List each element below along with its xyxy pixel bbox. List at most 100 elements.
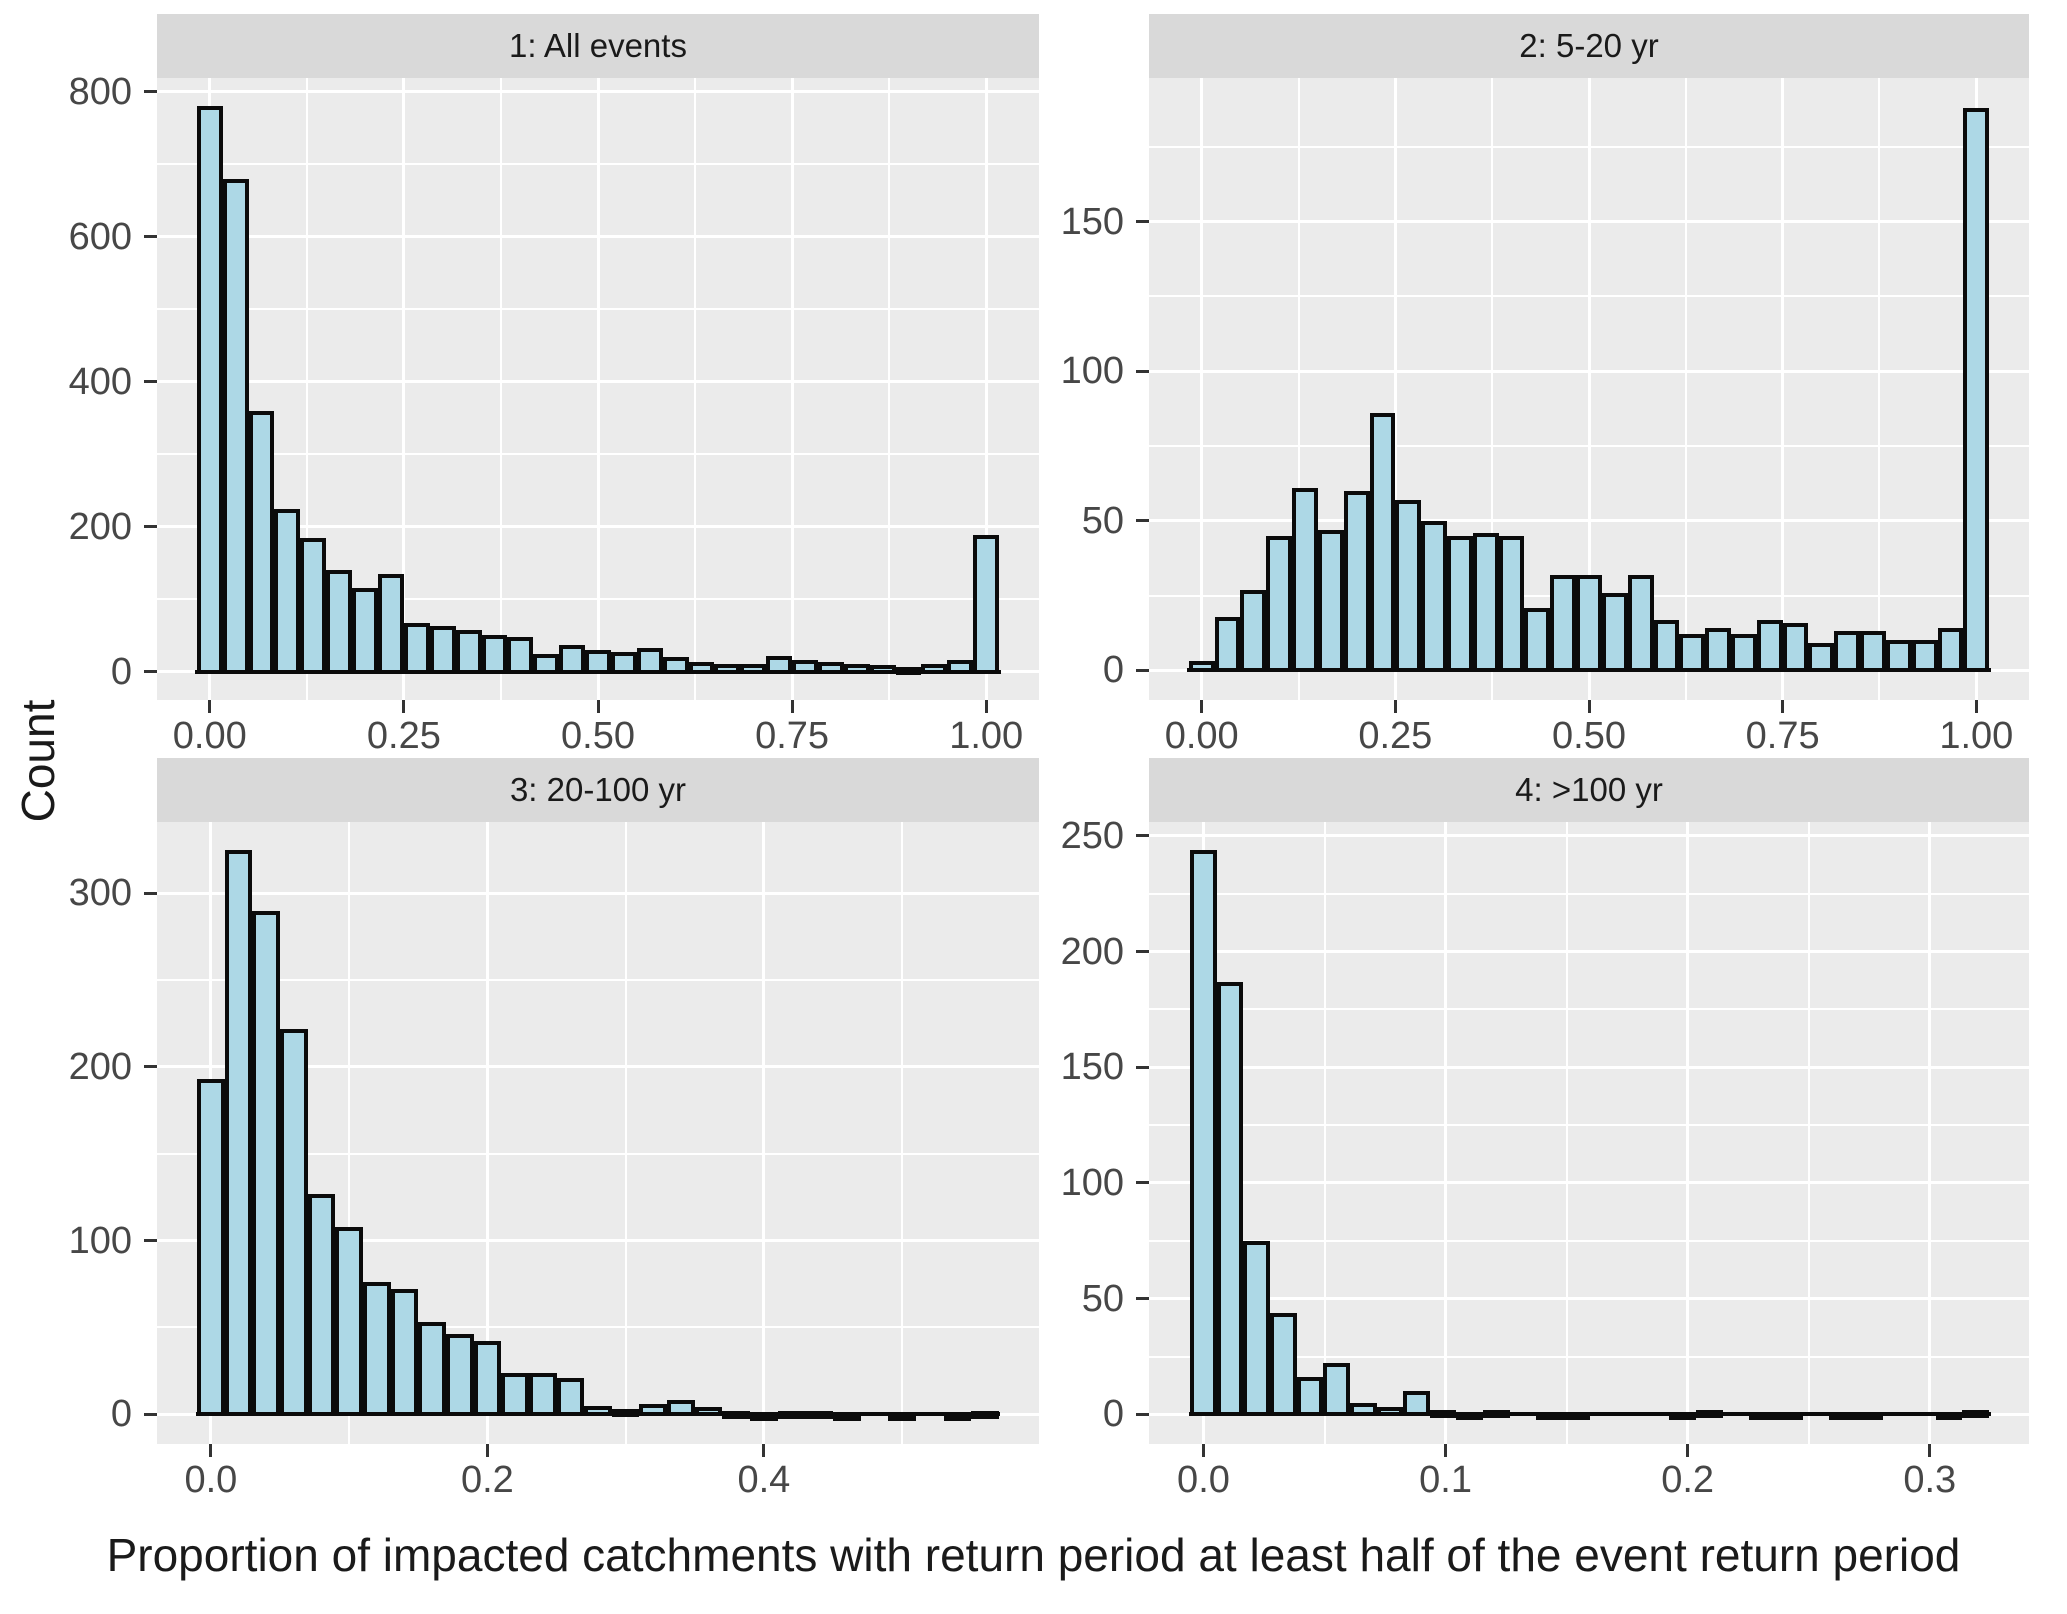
histogram-bar bbox=[1343, 490, 1370, 673]
histogram-bar bbox=[1935, 1412, 1963, 1421]
gridline-major-horizontal bbox=[1149, 1065, 2029, 1069]
x-tick-mark bbox=[762, 1444, 766, 1457]
histogram-bar bbox=[895, 666, 922, 675]
y-tick-mark bbox=[1136, 1412, 1149, 1416]
histogram-bar bbox=[714, 663, 741, 674]
histogram-bar bbox=[1369, 413, 1396, 673]
histogram-bar bbox=[662, 656, 689, 674]
x-tick-label: 0.75 bbox=[1745, 715, 1820, 757]
y-tick-mark bbox=[144, 525, 157, 529]
histogram-bar bbox=[507, 636, 534, 674]
facet-strip: 2: 5-20 yr bbox=[1149, 14, 2029, 78]
histogram-bar bbox=[445, 1334, 474, 1417]
histogram-bar bbox=[197, 1079, 225, 1417]
histogram-bar bbox=[943, 1412, 972, 1421]
y-tick-label: 200 bbox=[1060, 930, 1124, 973]
histogram-bar bbox=[1403, 1391, 1430, 1417]
histogram-bar bbox=[1829, 1412, 1856, 1421]
histogram-bar bbox=[1292, 487, 1318, 673]
gridline-minor-horizontal bbox=[157, 1152, 1039, 1155]
histogram-bar bbox=[636, 647, 663, 674]
histogram-bar bbox=[528, 1372, 557, 1417]
histogram-bar bbox=[1270, 1312, 1297, 1417]
gridline-major-horizontal bbox=[157, 380, 1039, 384]
facet-grid: 1: All events 0 200 400 600 800 0.00 0.25 0.50… bbox=[0, 14, 2029, 1502]
y-tick-label: 50 bbox=[1081, 1277, 1124, 1320]
y-tick-mark bbox=[144, 1065, 157, 1069]
gridline-minor-vertical bbox=[499, 78, 502, 700]
x-tick-label: 0.50 bbox=[1552, 715, 1626, 757]
gridline-major-vertical bbox=[402, 78, 406, 700]
x-tick-mark bbox=[1444, 1444, 1448, 1457]
y-tick-mark bbox=[1136, 519, 1149, 523]
gridline-major-vertical bbox=[1686, 822, 1690, 1444]
histogram-bar bbox=[1317, 529, 1344, 673]
gridline-major-horizontal bbox=[1149, 834, 2029, 838]
facet-strip: 4: >100 yr bbox=[1149, 758, 2029, 822]
histogram-bar bbox=[1349, 1402, 1377, 1417]
x-tick-label: 0.2 bbox=[1661, 1459, 1715, 1501]
panel-all-events bbox=[157, 78, 1039, 700]
y-tick-mark bbox=[1136, 1065, 1149, 1069]
histogram-bar bbox=[1696, 1409, 1723, 1418]
y-tick-label: 150 bbox=[1060, 1046, 1124, 1089]
histogram-bar bbox=[1323, 1363, 1350, 1417]
x-tick-mark bbox=[402, 700, 406, 713]
gridline-minor-vertical bbox=[1878, 78, 1881, 700]
histogram-bar bbox=[559, 644, 586, 674]
x-tick-mark bbox=[790, 700, 794, 713]
facet-row-bottom: 3: 20-100 yr 0 100 200 300 0.0 0.2 0.4 4: >10… bbox=[0, 758, 2029, 1502]
y-tick-label: 150 bbox=[1060, 200, 1124, 243]
y-axis: 0 100 200 300 bbox=[0, 822, 157, 1444]
histogram-bar bbox=[1524, 607, 1551, 673]
histogram-bar bbox=[869, 665, 896, 674]
y-tick-label: 250 bbox=[1060, 814, 1124, 857]
histogram-bar bbox=[1456, 1412, 1484, 1421]
x-tick-label: 0.2 bbox=[460, 1459, 514, 1501]
histogram-bar bbox=[1679, 634, 1706, 673]
y-tick-label: 400 bbox=[68, 360, 132, 403]
gridline-minor-vertical bbox=[305, 78, 308, 700]
panel-20-100yr bbox=[157, 822, 1039, 1444]
histogram-bar bbox=[1240, 589, 1267, 673]
gridline-major-vertical bbox=[1393, 78, 1397, 700]
histogram-bar bbox=[222, 178, 249, 674]
histogram-bar bbox=[300, 537, 327, 674]
gridline-major-horizontal bbox=[157, 525, 1039, 529]
histogram-bar bbox=[1911, 640, 1938, 673]
facet-5-20yr: 2: 5-20 yr 0 50 100 150 0.00 0.25 0.50 0.75 1.0… bbox=[1039, 14, 2029, 758]
panel-gt100yr bbox=[1149, 822, 2029, 1444]
gridline-major-horizontal bbox=[1149, 1297, 2029, 1301]
y-tick-mark bbox=[1136, 834, 1149, 838]
histogram-bar bbox=[352, 588, 378, 674]
y-tick-mark bbox=[144, 891, 157, 895]
x-tick-mark bbox=[1686, 1444, 1690, 1457]
x-tick-mark bbox=[984, 700, 988, 713]
histogram-bar bbox=[533, 653, 560, 674]
gridline-minor-horizontal bbox=[157, 1326, 1039, 1329]
histogram-bar bbox=[817, 662, 844, 674]
x-tick-label: 0.1 bbox=[1419, 1459, 1472, 1501]
histogram-bar bbox=[1266, 535, 1293, 673]
histogram-bar bbox=[403, 623, 430, 674]
histogram-bar bbox=[1808, 643, 1835, 673]
histogram-bar bbox=[694, 1407, 723, 1417]
y-tick-label: 100 bbox=[68, 1219, 132, 1262]
gridline-major-vertical bbox=[984, 78, 988, 700]
gridline-major-vertical bbox=[1928, 822, 1932, 1444]
facet-title: 1: All events bbox=[509, 27, 687, 64]
x-tick-label: 0.75 bbox=[755, 715, 830, 757]
histogram-bar bbox=[584, 1405, 612, 1417]
y-tick-mark bbox=[144, 1239, 157, 1243]
y-tick-mark bbox=[144, 1412, 157, 1416]
y-axis-title: Count bbox=[12, 699, 64, 823]
histogram-bar bbox=[1214, 616, 1241, 673]
y-tick-mark bbox=[144, 380, 157, 384]
histogram-bar bbox=[1216, 981, 1244, 1417]
x-tick-mark bbox=[485, 1444, 489, 1457]
panel-5-20yr bbox=[1149, 78, 2029, 700]
x-tick-label: 0.0 bbox=[1177, 1459, 1230, 1501]
x-tick-label: 1.00 bbox=[949, 715, 1024, 757]
histogram-bar bbox=[1429, 1409, 1457, 1418]
histogram-bar bbox=[610, 652, 637, 674]
